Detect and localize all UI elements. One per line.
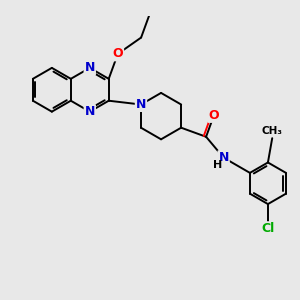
Text: N: N <box>85 61 95 74</box>
Text: Cl: Cl <box>261 222 274 235</box>
Text: H: H <box>213 160 223 170</box>
Text: O: O <box>112 47 123 60</box>
Text: O: O <box>208 109 219 122</box>
Text: CH₃: CH₃ <box>262 126 283 136</box>
Text: N: N <box>136 98 146 111</box>
Text: N: N <box>85 105 95 118</box>
Text: N: N <box>218 151 229 164</box>
